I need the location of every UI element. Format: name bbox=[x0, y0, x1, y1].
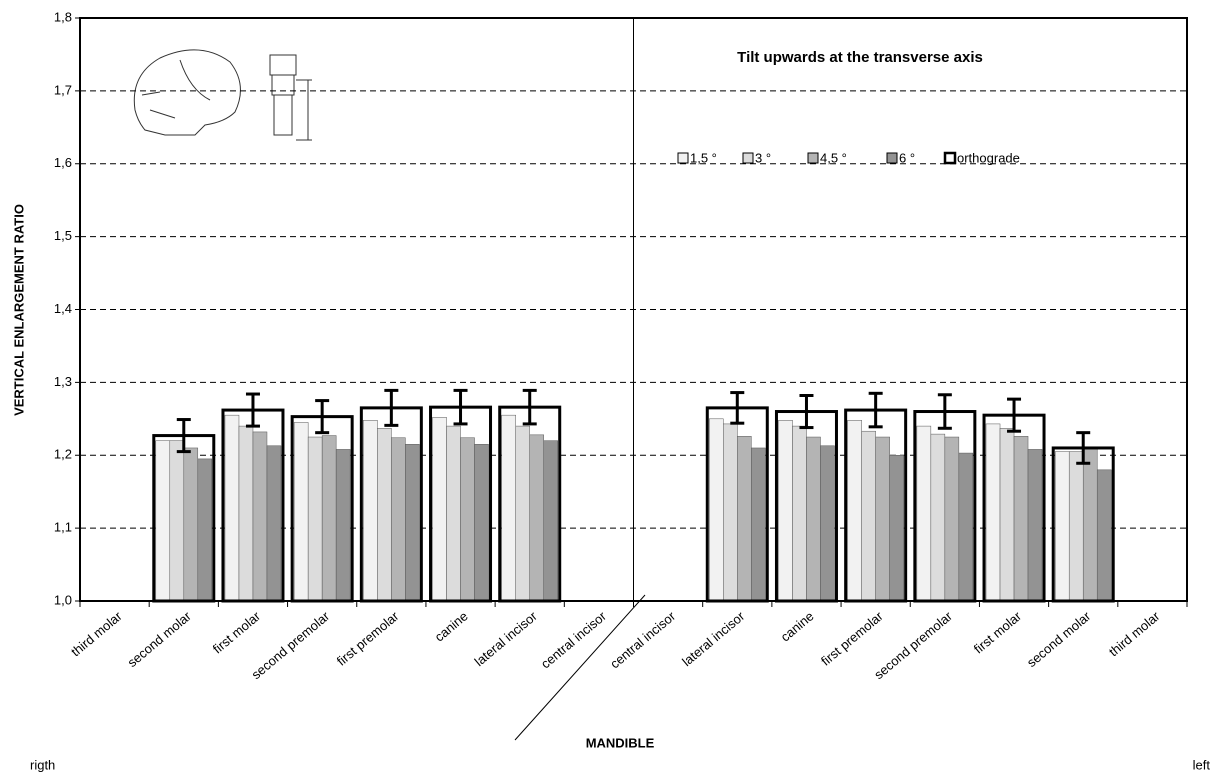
y-tick-label: 1,7 bbox=[54, 82, 72, 97]
skull-icon bbox=[133, 49, 312, 141]
y-tick-label: 1,0 bbox=[54, 592, 72, 607]
x-tick-label: first molar bbox=[971, 608, 1025, 657]
bar bbox=[543, 440, 558, 602]
bar bbox=[529, 434, 544, 602]
x-tick-label: canine bbox=[432, 608, 471, 644]
x-tick-label: second molar bbox=[124, 608, 194, 670]
bar bbox=[155, 440, 171, 602]
legend-label: orthograde bbox=[957, 150, 1020, 165]
bar bbox=[197, 458, 213, 602]
bar bbox=[321, 435, 337, 602]
bar bbox=[751, 447, 766, 602]
bar bbox=[307, 436, 323, 602]
side-label: left bbox=[1193, 757, 1211, 772]
side-label: rigth bbox=[30, 757, 55, 772]
bar bbox=[999, 428, 1015, 602]
bar bbox=[224, 414, 240, 602]
bar bbox=[266, 445, 282, 602]
legend-swatch bbox=[807, 152, 819, 164]
legend-label: 1,5 ° bbox=[690, 150, 717, 165]
bar bbox=[1054, 451, 1070, 602]
bar bbox=[1096, 469, 1112, 602]
bar bbox=[737, 436, 752, 602]
bar bbox=[252, 431, 268, 602]
x-axis-label: MANDIBLE bbox=[586, 735, 655, 750]
bar bbox=[958, 452, 974, 602]
y-tick-label: 1,5 bbox=[54, 228, 72, 243]
x-tick-label: canine bbox=[778, 608, 817, 644]
bar bbox=[723, 423, 738, 602]
bar bbox=[335, 449, 351, 602]
x-tick-label: third molar bbox=[1106, 608, 1163, 659]
legend-label: 4,5 ° bbox=[820, 150, 847, 165]
bar bbox=[806, 436, 821, 602]
bar bbox=[792, 425, 807, 602]
legend-label: 3 ° bbox=[755, 150, 771, 165]
bar bbox=[889, 455, 904, 602]
bar bbox=[474, 444, 489, 602]
y-tick-label: 1,4 bbox=[54, 301, 72, 316]
bar bbox=[169, 440, 185, 602]
bar bbox=[820, 445, 835, 602]
bar bbox=[183, 447, 199, 602]
legend-swatch bbox=[943, 151, 957, 165]
bar bbox=[460, 437, 475, 602]
bar bbox=[985, 423, 1001, 602]
bar bbox=[1068, 451, 1084, 602]
x-tick-label: central incisor bbox=[607, 608, 679, 671]
bar bbox=[944, 436, 960, 602]
bar bbox=[501, 414, 516, 602]
bar bbox=[446, 425, 461, 602]
legend-swatch bbox=[677, 152, 689, 164]
x-tick-label: first molar bbox=[210, 608, 264, 657]
legend-label: 6 ° bbox=[899, 150, 915, 165]
x-tick-label: lateral incisor bbox=[679, 608, 748, 669]
bar bbox=[1013, 436, 1029, 602]
bar bbox=[391, 437, 406, 602]
bar bbox=[515, 425, 530, 602]
y-axis-label: VERTICAL ENLARGEMENT RATIO bbox=[11, 204, 26, 416]
bar bbox=[778, 420, 793, 602]
y-tick-label: 1,3 bbox=[54, 374, 72, 389]
plot-frame bbox=[79, 17, 1188, 602]
bar bbox=[1082, 447, 1098, 602]
bar bbox=[861, 430, 876, 602]
bar bbox=[238, 425, 254, 602]
x-tick-label: lateral incisor bbox=[472, 608, 541, 669]
bar bbox=[405, 444, 420, 602]
x-tick-label: third molar bbox=[68, 608, 125, 659]
y-tick-label: 1,6 bbox=[54, 155, 72, 170]
bar bbox=[930, 433, 946, 602]
bar bbox=[916, 425, 932, 602]
legend-swatch bbox=[742, 152, 754, 164]
bar bbox=[293, 422, 309, 602]
bar bbox=[1027, 449, 1043, 602]
bar bbox=[875, 436, 890, 602]
separator-diagonal bbox=[514, 594, 646, 741]
bar bbox=[363, 420, 378, 602]
bar bbox=[432, 417, 447, 602]
y-tick-label: 1,2 bbox=[54, 447, 72, 462]
x-tick-label: first premolar bbox=[818, 608, 886, 669]
x-tick-label: central incisor bbox=[538, 608, 610, 671]
x-tick-label: second molar bbox=[1024, 608, 1094, 670]
y-tick-label: 1,8 bbox=[54, 9, 72, 24]
y-tick-label: 1,1 bbox=[54, 520, 72, 535]
bar bbox=[377, 428, 392, 602]
bar bbox=[709, 418, 724, 602]
bar bbox=[847, 420, 862, 602]
chart-title: Tilt upwards at the transverse axis bbox=[737, 49, 983, 66]
legend-swatch bbox=[886, 152, 898, 164]
x-tick-label: first premolar bbox=[334, 608, 402, 669]
